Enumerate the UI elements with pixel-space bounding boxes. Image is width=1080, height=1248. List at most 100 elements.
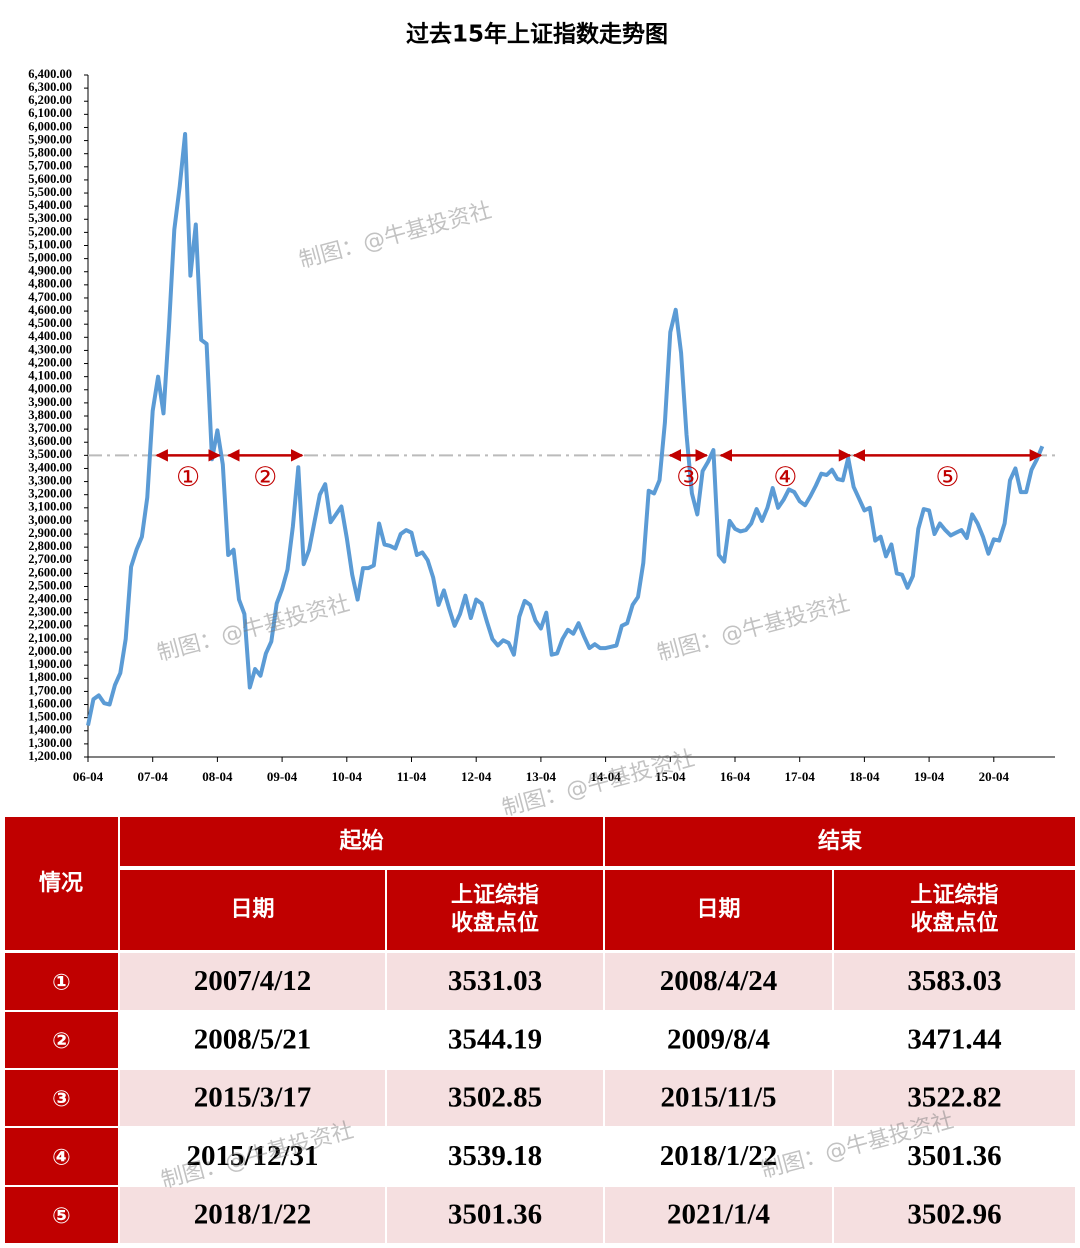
y-tick-label: 3,300.00 [28,473,72,487]
y-tick-label: 1,500.00 [28,710,72,724]
y-tick-label: 3,700.00 [28,421,72,435]
y-tick-label: 6,000.00 [28,119,72,133]
y-tick-label: 2,300.00 [28,605,72,619]
table-cell [120,1070,385,1126]
y-tick-label: 3,200.00 [28,487,72,501]
table-cell [605,1187,832,1243]
y-tick-label: 4,100.00 [28,369,72,383]
y-tick-label: 3,900.00 [28,395,72,409]
y-tick-label: 5,900.00 [28,132,72,146]
table-cell [120,1128,385,1185]
y-tick-label: 4,600.00 [28,303,72,317]
row-label: ① [52,971,71,996]
x-tick-label: 16-04 [720,769,751,784]
table-cell [834,953,1075,1010]
cell-text: 3502.85 [448,1082,542,1114]
y-tick-label: 5,000.00 [28,250,72,264]
cell-text: 3539.18 [448,1140,542,1172]
y-tick-label: 1,700.00 [28,683,72,697]
y-tick-label: 5,100.00 [28,237,72,251]
y-tick-label: 3,100.00 [28,500,72,514]
cell-text: 2009/8/4 [667,1024,770,1056]
header-text: 起始 [338,828,383,854]
cell-text: 2007/4/12 [194,965,312,997]
y-tick-label: 1,300.00 [28,736,72,750]
period-label: ④ [773,462,797,493]
y-tick-label: 1,600.00 [28,696,72,710]
cell-text: 2008/4/24 [660,965,778,997]
y-tick-label: 4,500.00 [28,316,72,330]
y-tick-label: 3,400.00 [28,460,72,474]
watermark: 制图：@牛基投资社 [155,591,353,666]
x-tick-label: 06-04 [73,769,104,784]
cell-text: 3471.44 [907,1024,1001,1056]
table-cell [605,1012,832,1068]
header-cell [120,870,385,950]
y-tick-label: 6,300.00 [28,80,72,94]
table-cell [834,1187,1075,1243]
y-tick-label: 3,000.00 [28,513,72,527]
table-cell [387,1012,603,1068]
y-tick-label: 1,800.00 [28,670,72,684]
cell-text: 2015/11/5 [660,1082,776,1114]
y-tick-label: 5,800.00 [28,146,72,160]
cell-text: 3583.03 [907,965,1001,997]
header-text: 收盘点位 [451,910,539,936]
table-cell [5,1070,118,1126]
y-tick-label: 6,200.00 [28,93,72,107]
y-tick-label: 6,100.00 [28,106,72,120]
y-tick-label: 4,000.00 [28,382,72,396]
x-tick-label: 17-04 [785,769,816,784]
table-cell [834,1128,1075,1185]
header-cell [834,870,1075,950]
x-tick-label: 18-04 [849,769,880,784]
table-cell [834,1012,1075,1068]
y-tick-label: 3,500.00 [28,447,72,461]
y-tick-label: 4,400.00 [28,329,72,343]
y-tick-label: 1,200.00 [28,749,72,763]
y-tick-label: 2,100.00 [28,631,72,645]
y-tick-label: 4,300.00 [28,342,72,356]
y-tick-label: 2,000.00 [28,644,72,658]
watermark: 制图：@牛基投资社 [655,591,853,666]
x-tick-label: 11-04 [397,769,427,784]
x-tick-label: 13-04 [526,769,557,784]
y-tick-label: 2,400.00 [28,591,72,605]
header-text: 结束 [818,828,863,854]
y-tick-label: 2,800.00 [28,539,72,553]
cell-text: 3531.03 [448,965,542,997]
period-label: ① [176,462,200,493]
header-text: 情况 [39,870,83,896]
table-cell [5,1012,118,1068]
header-text: 收盘点位 [910,910,998,936]
y-tick-label: 5,700.00 [28,159,72,173]
period-label: ③ [676,462,700,493]
y-tick-label: 2,900.00 [28,526,72,540]
row-label: ③ [52,1087,71,1112]
y-tick-label: 4,900.00 [28,264,72,278]
cell-text: 3544.19 [448,1024,542,1056]
x-tick-label: 09-04 [267,769,298,784]
x-tick-label: 08-04 [202,769,233,784]
cell-text: 2018/1/22 [660,1140,778,1172]
y-tick-label: 1,400.00 [28,723,72,737]
x-tick-label: 19-04 [914,769,945,784]
row-label: ⑤ [52,1204,71,1229]
y-tick-label: 2,500.00 [28,578,72,592]
table-cell [120,1012,385,1068]
x-tick-label: 10-04 [332,769,363,784]
index-line [86,132,1045,726]
cell-text: 3502.96 [907,1199,1001,1231]
period-label: ⑤ [935,462,959,493]
y-tick-label: 5,400.00 [28,198,72,212]
header-text: 日期 [696,897,740,922]
y-tick-label: 2,700.00 [28,552,72,566]
table-cell [120,1187,385,1243]
cell-text: 2015/3/17 [194,1082,312,1114]
row-label: ② [52,1029,71,1054]
y-tick-label: 1,900.00 [28,657,72,671]
table-cell [387,1128,603,1185]
header-text: 日期 [230,897,274,922]
x-tick-label: 12-04 [461,769,492,784]
y-tick-label: 5,500.00 [28,185,72,199]
